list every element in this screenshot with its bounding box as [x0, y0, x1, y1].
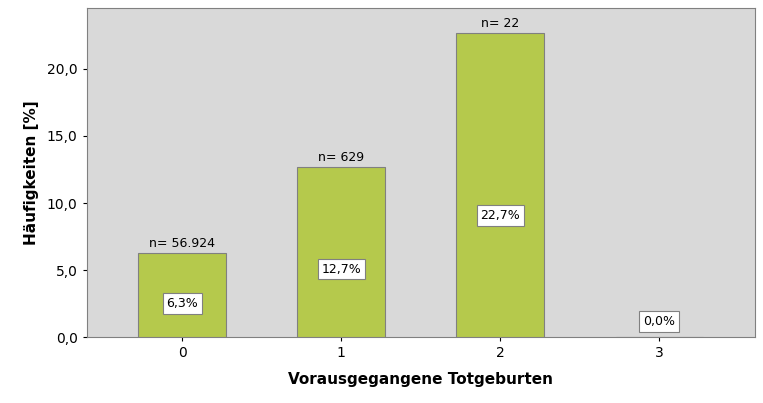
Text: n= 3: n= 3 — [644, 321, 674, 334]
Text: 0,0%: 0,0% — [643, 315, 675, 328]
Bar — [138, 253, 226, 337]
Text: n= 629: n= 629 — [318, 151, 364, 164]
Text: n= 56.924: n= 56.924 — [149, 237, 215, 250]
Y-axis label: Häufigkeiten [%]: Häufigkeiten [%] — [24, 101, 39, 245]
Text: 12,7%: 12,7% — [321, 263, 361, 276]
Text: n= 22: n= 22 — [481, 17, 520, 30]
Text: 6,3%: 6,3% — [166, 297, 198, 310]
Bar — [298, 167, 385, 337]
Bar — [456, 33, 544, 337]
Text: 22,7%: 22,7% — [481, 209, 520, 222]
X-axis label: Vorausgegangene Totgeburten: Vorausgegangene Totgeburten — [288, 372, 553, 386]
